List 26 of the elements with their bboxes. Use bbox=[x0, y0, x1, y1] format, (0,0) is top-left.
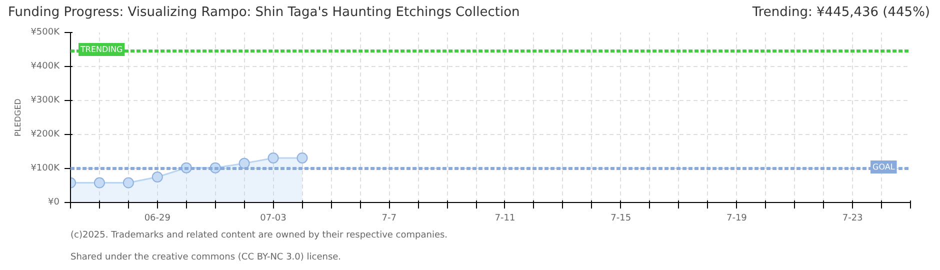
x-tick-label: 07-03 bbox=[260, 214, 286, 224]
x-tick-label: 7-11 bbox=[494, 214, 516, 224]
y-tick-label: ¥500K bbox=[30, 28, 61, 38]
point bbox=[122, 177, 134, 188]
x-tick-label: 7-23 bbox=[842, 214, 863, 224]
point bbox=[94, 177, 105, 188]
text: Shared under the creative commons (CC BY-NC 3.0) license. bbox=[70, 252, 342, 262]
point bbox=[238, 158, 250, 169]
ref-line-label: GOAL bbox=[872, 162, 896, 172]
text: (c)2025. Trademarks and related content are owned by their respective companies. bbox=[70, 230, 448, 240]
y-tick-label: ¥300K bbox=[30, 96, 61, 106]
point bbox=[152, 172, 163, 182]
x-tick-label: 7-7 bbox=[382, 214, 396, 224]
y-axis-title: PLEDGED bbox=[14, 98, 23, 136]
x-tick-label: 7-19 bbox=[726, 214, 748, 224]
chart-subtitle: Trending: ¥445,436 (445%) bbox=[752, 4, 930, 22]
ref-line-label: TRENDING bbox=[80, 45, 123, 54]
y-tick-label: ¥100K bbox=[30, 164, 61, 174]
y-tick-label: ¥0 bbox=[48, 198, 60, 208]
point bbox=[296, 152, 308, 164]
chart-title: Funding Progress: Visualizing Rampo: Shin Taga's Haunting Etchings Collection bbox=[8, 4, 520, 22]
y-tick-label: ¥200K bbox=[30, 130, 61, 140]
x-tick-label: 06-29 bbox=[144, 214, 171, 224]
y-tick-label: ¥400K bbox=[30, 62, 61, 72]
point bbox=[268, 152, 279, 164]
x-tick-label: 7-15 bbox=[610, 214, 632, 224]
